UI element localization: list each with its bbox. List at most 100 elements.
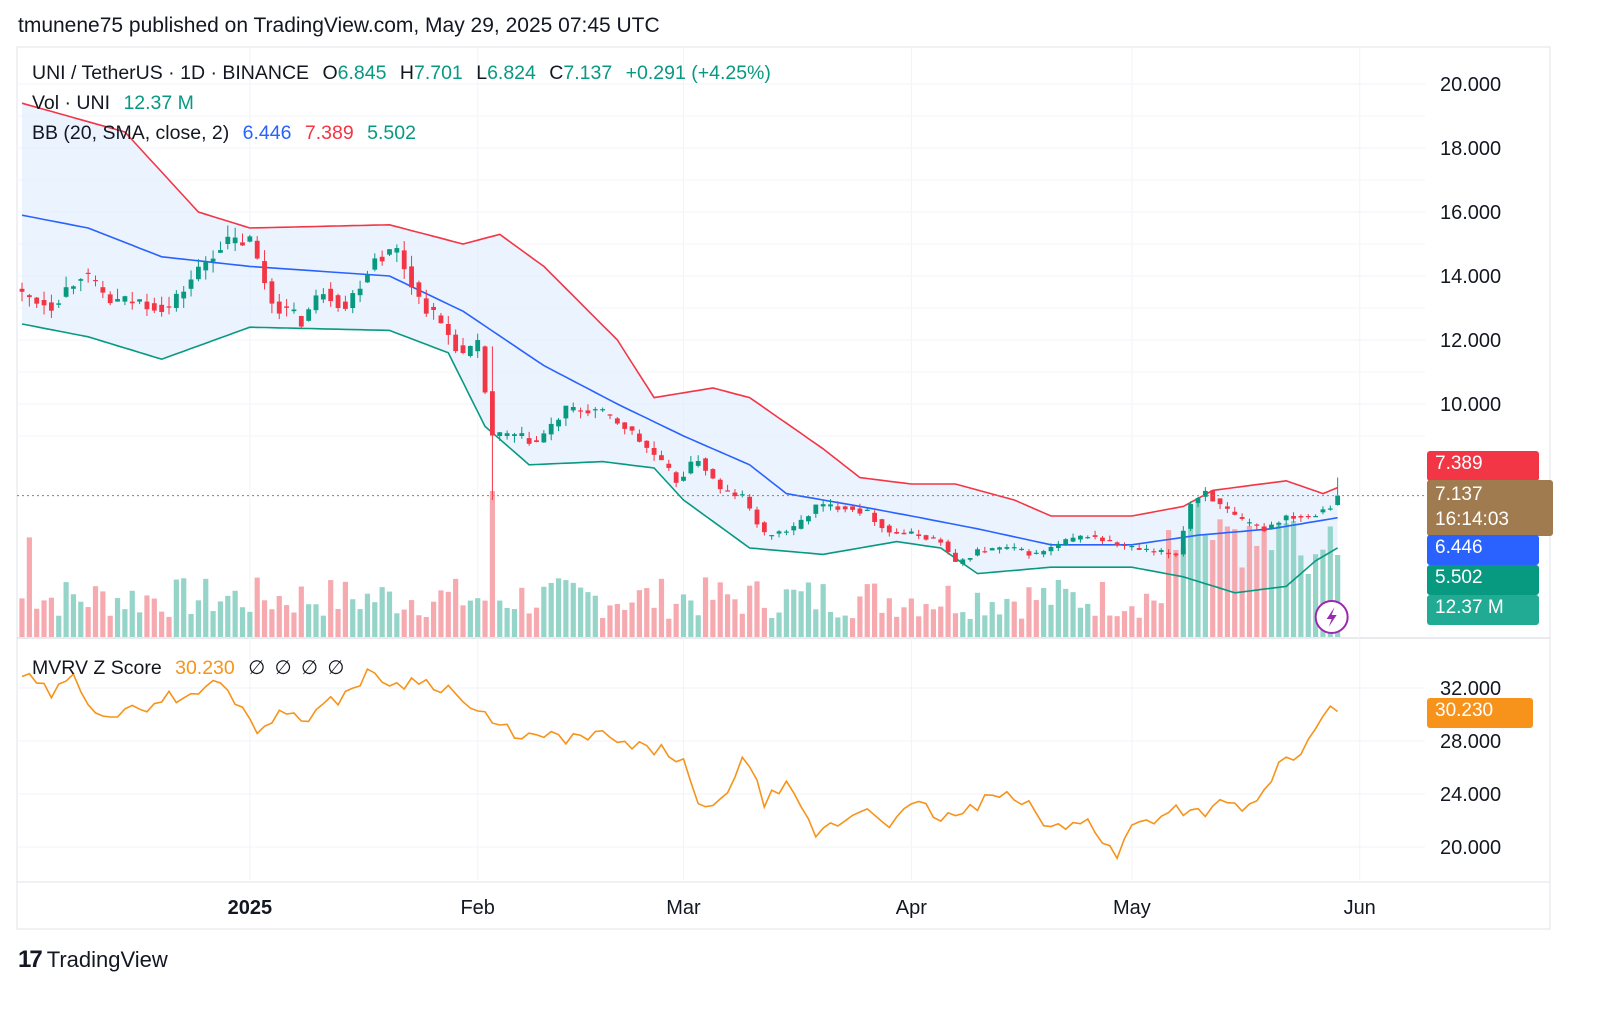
candle-body xyxy=(872,512,877,522)
candle-body xyxy=(732,492,738,497)
mvrv-label[interactable]: MVRV Z Score xyxy=(32,657,162,679)
candle-body xyxy=(115,299,120,302)
volume-bar xyxy=(533,607,540,637)
volume-bar xyxy=(695,615,701,637)
candle-body xyxy=(313,295,319,311)
candle-body xyxy=(1078,535,1083,540)
candle-body xyxy=(938,539,944,543)
volume-bar xyxy=(1232,529,1238,637)
volume-bar xyxy=(350,599,356,637)
time-axis-label: Apr xyxy=(896,897,927,919)
volume-label[interactable]: Vol · UNI xyxy=(32,92,111,114)
volume-bar xyxy=(431,601,437,637)
volume-bar xyxy=(688,600,694,637)
candle-body xyxy=(423,298,429,314)
volume-bar xyxy=(63,582,69,637)
volume-bar xyxy=(107,615,113,637)
candle-body xyxy=(438,315,444,324)
candle-body xyxy=(1291,516,1296,519)
candle-body xyxy=(614,418,620,424)
candle-body xyxy=(637,433,642,442)
volume-bar xyxy=(1055,579,1061,637)
volume-bar xyxy=(783,589,789,637)
volume-bar xyxy=(1166,530,1172,637)
volume-bar xyxy=(239,607,246,637)
candle-body xyxy=(651,448,657,455)
close-label: C xyxy=(549,62,564,84)
bb-lower-value: 5.502 xyxy=(367,122,416,144)
candle-body xyxy=(460,345,466,353)
candle-body xyxy=(835,506,841,510)
candle-body xyxy=(225,236,231,244)
candle-body xyxy=(203,261,209,271)
price-tick-label: 14.000 xyxy=(1440,266,1501,288)
volume-bar xyxy=(210,611,216,637)
candle-body xyxy=(923,535,929,540)
candle-body xyxy=(1136,548,1142,550)
volume-bar xyxy=(732,599,738,637)
volume-bar xyxy=(680,594,687,637)
candle-body xyxy=(71,286,76,289)
volume-bar xyxy=(938,606,944,637)
volume-bar xyxy=(497,600,503,637)
candle-body xyxy=(85,272,91,274)
volume-bar xyxy=(739,613,745,637)
candle-body xyxy=(629,426,635,431)
volume-bar xyxy=(1026,587,1032,637)
candle-body xyxy=(504,433,510,436)
candle-body xyxy=(879,519,885,529)
candle-body xyxy=(703,458,708,471)
volume-bar xyxy=(379,587,385,637)
last-price-badge: 7.137 16:14:03 xyxy=(1427,480,1553,536)
volume-bar xyxy=(747,585,753,637)
candle-body xyxy=(320,294,326,300)
mvrv-badge: 30.230 xyxy=(1427,698,1533,728)
volume-bar xyxy=(886,598,892,637)
volume-bar xyxy=(151,598,157,637)
tradingview-logo[interactable]: 17 TradingView xyxy=(18,946,168,974)
candle-body xyxy=(688,461,694,474)
volume-bar xyxy=(1077,607,1083,637)
volume-bar xyxy=(129,590,135,637)
candle-body xyxy=(1055,543,1061,548)
symbol-title[interactable]: UNI / TetherUS · 1D · BINANCE xyxy=(32,62,310,84)
volume-bar xyxy=(284,605,290,637)
volume-bar xyxy=(1063,588,1069,637)
candle-body xyxy=(1085,537,1091,539)
candle-body xyxy=(19,288,25,292)
candle-body xyxy=(218,250,223,253)
volume-bar xyxy=(408,600,415,637)
candle-body xyxy=(578,410,583,412)
bb-label[interactable]: BB (20, SMA, close, 2) xyxy=(32,122,230,144)
candle-body xyxy=(747,496,753,509)
candle-body xyxy=(850,506,855,510)
candle-body xyxy=(269,281,275,304)
candle-body xyxy=(1063,539,1069,545)
candle-body xyxy=(739,494,745,496)
volume-bar xyxy=(673,603,679,637)
volume-bar xyxy=(651,607,657,637)
low-value: 6.824 xyxy=(487,62,536,84)
candle-body xyxy=(401,250,407,270)
candle-body xyxy=(210,258,216,262)
candle-body xyxy=(541,433,547,443)
volume-bar xyxy=(1099,581,1106,637)
volume-bar xyxy=(901,607,907,637)
time-axis-label: 2025 xyxy=(228,897,273,919)
candle-body xyxy=(350,293,356,308)
volume-bar xyxy=(1276,523,1282,637)
volume-bar xyxy=(879,612,885,637)
candle-body xyxy=(644,440,650,448)
volume-bar xyxy=(1019,618,1025,637)
bar-countdown: 16:14:03 xyxy=(1435,509,1509,530)
candle-body xyxy=(262,261,267,284)
volume-bar xyxy=(1246,525,1253,637)
volume-value: 12.37 M xyxy=(123,92,194,114)
candle-body xyxy=(1158,550,1164,552)
volume-bar xyxy=(423,616,429,637)
candle-body xyxy=(1254,524,1260,526)
candle-body xyxy=(592,409,598,411)
candle-body xyxy=(622,422,628,429)
volume-bar xyxy=(1239,567,1245,637)
